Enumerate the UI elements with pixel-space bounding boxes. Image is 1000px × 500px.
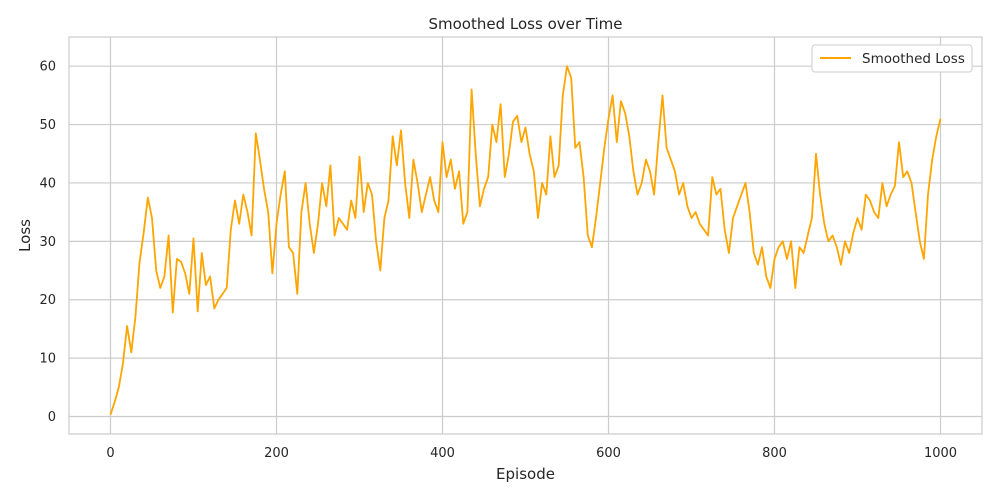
y-tick-label: 0 (48, 410, 56, 425)
x-tick-label: 0 (106, 446, 114, 461)
x-tick-label: 1000 (924, 446, 957, 461)
plot-frame (68, 36, 983, 435)
y-axis-title: Loss (16, 219, 34, 252)
series-layer (109, 65, 942, 415)
chart-title: Smoothed Loss over Time (429, 15, 623, 33)
legend: Smoothed Loss (811, 44, 973, 73)
y-tick-label: 60 (39, 60, 56, 75)
y-tick-label: 40 (39, 176, 56, 191)
x-axis-title: Episode (496, 465, 555, 483)
y-tick-label: 10 (39, 352, 56, 367)
x-tick-label: 200 (264, 446, 289, 461)
y-tick-label: 30 (39, 235, 56, 250)
grid-lines (69, 37, 982, 434)
series-line (109, 65, 942, 415)
x-tick-label: 600 (596, 446, 621, 461)
tick-labels: 0 200 400 600 800 1000 0 10 20 30 40 50 60 (39, 60, 957, 461)
x-tick-label: 400 (430, 446, 455, 461)
y-tick-label: 50 (39, 118, 56, 133)
x-tick-label: 800 (762, 446, 787, 461)
legend-label: Smoothed Loss (862, 51, 965, 67)
legend-box (811, 44, 973, 73)
y-tick-label: 20 (39, 293, 56, 308)
